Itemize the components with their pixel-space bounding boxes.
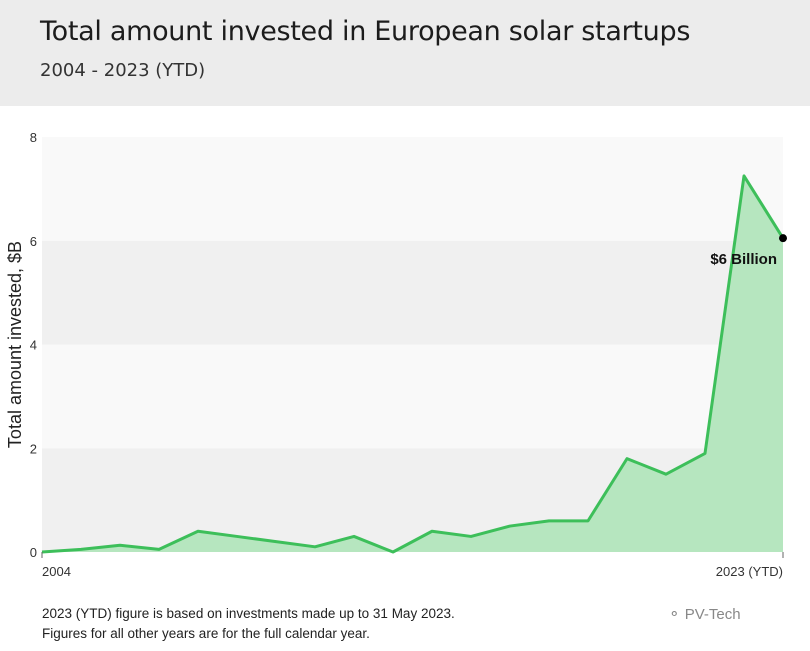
wechat-icon: ⚬	[668, 606, 681, 623]
data-point-2006	[118, 543, 122, 547]
data-point-2009	[235, 534, 239, 538]
x-tick-label: 2004	[42, 564, 71, 579]
data-point-2021	[703, 451, 707, 455]
grid-band	[42, 344, 783, 449]
y-tick-label: 2	[30, 441, 37, 456]
data-point-2012	[352, 534, 356, 538]
footnote-1: 2023 (YTD) figure is based on investment…	[42, 606, 455, 621]
series-line	[41, 174, 785, 554]
y-axis-label: Total amount invested, $B	[5, 241, 25, 448]
data-point-2020	[664, 472, 668, 476]
area-chart: 0 2 4 6 8 2004 2023 (YTD) Total amount invest…	[5, 130, 787, 579]
x-tick-label: 2023 (YTD)	[716, 564, 783, 579]
data-point-2008	[196, 529, 200, 533]
y-tick-label: 6	[30, 234, 37, 249]
data-point-2019	[625, 457, 629, 461]
endpoint-marker	[779, 234, 787, 243]
watermark-text: PV-Tech	[684, 606, 741, 623]
area-fill	[42, 175, 783, 552]
data-point-2011	[313, 545, 317, 549]
y-tick-label: 0	[30, 545, 37, 560]
chart-title: Total amount invested in European solar …	[40, 16, 691, 47]
data-point-2014	[430, 529, 434, 533]
data-point-2016	[508, 524, 512, 528]
plot-background	[42, 137, 783, 552]
data-point-2017	[547, 519, 551, 523]
data-point-2022	[742, 174, 746, 178]
data-point-2018	[586, 519, 590, 523]
grid-band	[42, 240, 783, 345]
data-point-2007	[157, 547, 161, 551]
watermark: ⚬ PV-Tech	[668, 605, 741, 623]
data-point-2015	[469, 534, 473, 538]
header-band: Total amount invested in European solar …	[0, 0, 810, 106]
y-tick-label: 8	[30, 130, 37, 145]
footnote-2: Figures for all other years are for the …	[42, 626, 370, 641]
data-point-2010	[274, 540, 278, 544]
annotation-label: $6 Billion	[710, 251, 777, 268]
y-tick-label: 4	[30, 338, 37, 353]
data-point-2013	[391, 550, 395, 554]
data-point-2005	[79, 547, 83, 551]
grid-band	[42, 137, 783, 241]
chart-subtitle: 2004 - 2023 (YTD)	[40, 60, 206, 81]
